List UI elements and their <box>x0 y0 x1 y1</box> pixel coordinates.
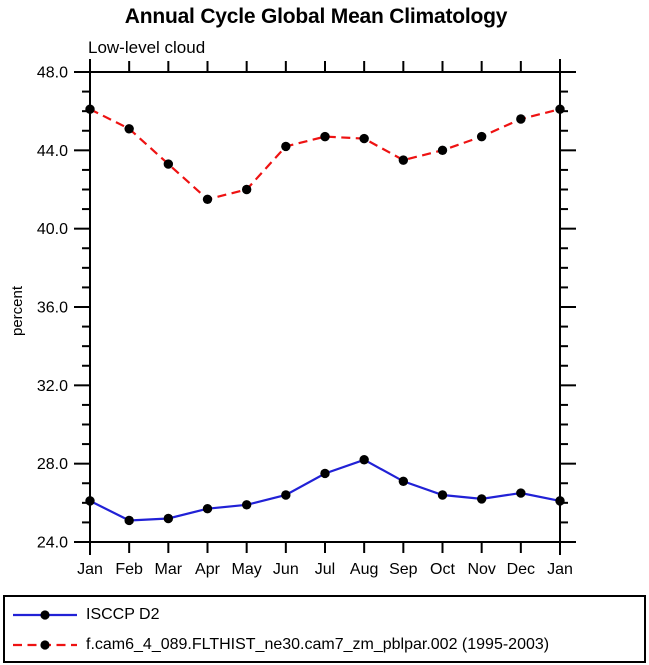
svg-text:Jun: Jun <box>273 561 299 578</box>
legend-line-sample-dashed <box>13 640 77 650</box>
svg-text:28.0: 28.0 <box>37 456 68 473</box>
legend-label: ISCCP D2 <box>86 606 160 623</box>
plot-area: 24.0 28.0 32.0 36.0 40.0 44.0 48.0 Jan Feb Mar Apr… <box>37 59 576 578</box>
svg-text:Sep: Sep <box>389 561 418 578</box>
legend-item-isccp: ISCCP D2 <box>11 600 644 630</box>
svg-text:May: May <box>232 561 262 578</box>
svg-text:Apr: Apr <box>195 561 221 578</box>
x-axis-tick-labels: Jan Feb Mar Apr May Jun Jul Aug Sep Oct Nov Dec Jan <box>77 561 573 578</box>
legend-line-sample-solid <box>13 610 77 620</box>
svg-text:32.0: 32.0 <box>37 378 68 395</box>
svg-text:40.0: 40.0 <box>37 221 68 238</box>
legend-label: f.cam6_4_089.FLTHIST_ne30.cam7_zm_pblpar… <box>86 636 550 653</box>
x-axis-ticks <box>89 61 561 553</box>
series-markers-1 <box>85 104 565 204</box>
legend-box: ISCCP D2 f.cam6_4_089.FLTHIST_ne30.cam7_… <box>3 595 646 663</box>
svg-text:Feb: Feb <box>115 561 143 578</box>
series-line-1 <box>89 108 561 201</box>
y-axis-tick-labels: 24.0 28.0 32.0 36.0 40.0 44.0 48.0 <box>37 65 68 552</box>
legend-item-model: f.cam6_4_089.FLTHIST_ne30.cam7_zm_pblpar… <box>11 630 644 660</box>
svg-text:Jan: Jan <box>77 561 103 578</box>
svg-text:Jul: Jul <box>315 561 335 578</box>
svg-text:Aug: Aug <box>350 561 378 578</box>
series-markers-0 <box>85 455 565 526</box>
svg-text:24.0: 24.0 <box>37 535 68 552</box>
svg-text:Mar: Mar <box>155 561 183 578</box>
svg-text:Jan: Jan <box>547 561 573 578</box>
svg-text:Oct: Oct <box>430 561 455 578</box>
chart-title: Annual Cycle Global Mean Climatology <box>124 5 508 28</box>
svg-text:44.0: 44.0 <box>37 143 68 160</box>
svg-text:Dec: Dec <box>507 561 535 578</box>
svg-text:48.0: 48.0 <box>37 65 68 82</box>
svg-text:36.0: 36.0 <box>37 300 68 317</box>
chart-subtitle: Low-level cloud <box>88 38 206 57</box>
svg-text:Nov: Nov <box>467 561 495 578</box>
